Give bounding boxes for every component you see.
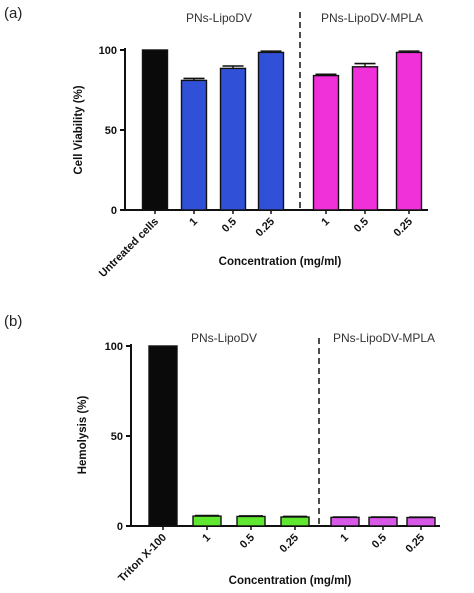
panel-b-bar [280,516,310,527]
panel-a-x-tick-label: 0.5 [352,216,371,235]
panel-a-bar [312,74,340,211]
panel-b-x-tick-label: 0.5 [370,532,389,551]
panel-a-marks: 0 50 100 Untreated cells 1 0.5 0.25 1 0.5 0.25 [97,12,428,280]
panel-b-x-tick-label: 0.5 [238,532,257,551]
panel-a-cell-viability: (a) PNs-LipoDV PNs-LipoDV-MPLA Cell Viab… [4,5,428,280]
panel-a-x-tick-label: 0.25 [253,216,277,240]
panel-b-y-tick-label: 50 [111,431,123,443]
panel-a-y-axis-title: Cell Viability (%) [73,85,85,174]
panel-b-bar [148,345,178,527]
panel-a-bar [395,51,423,211]
panel-a-x-axis-title: Concentration (mg/ml) [219,256,342,268]
panel-b-group-label-1: PNs-LipoDV [191,331,257,345]
panel-a-bar [141,49,169,211]
panel-a-bar [351,66,379,211]
panel-b-label: (b) [4,313,22,330]
panel-b-x-tick-label: 1 [338,532,351,545]
panel-a-x-tick-label: 1 [187,216,200,229]
panel-a-bar [257,51,285,211]
panel-b-x-axis-title: Concentration (mg/ml) [229,575,352,587]
panel-b-bar [368,516,398,527]
panel-b-group-label-2: PNs-LipoDV-MPLA [333,331,435,345]
panel-b-bar [192,515,222,527]
panel-b-y-axis-title: Hemolysis (%) [77,396,89,475]
panel-a-y-tick-label: 0 [111,205,117,217]
panel-b-x-tick-label: 0.25 [403,532,427,556]
panel-a-x-tick-label: 1 [319,216,332,229]
panel-b-hemolysis: (b) PNs-LipoDV PNs-LipoDV-MPLA Hemolysis… [4,313,440,587]
panel-a-bar [180,79,208,211]
panel-a-bar [219,67,247,211]
panel-b-bar [330,516,360,527]
panel-a-group-label-2: PNs-LipoDV-MPLA [321,11,423,25]
panel-a-label: (a) [4,5,22,22]
panel-b-y-tick-label: 100 [105,341,123,353]
panel-b-x-tick-label: Triton X-100 [116,532,169,585]
panel-a-x-tick-label: 0.5 [220,216,239,235]
panel-a-y-tick-label: 100 [99,45,117,57]
panel-b-marks: 0 50 100 Triton X-100 1 0.5 0.25 1 0.5 0.25 [105,338,440,585]
panel-b-x-tick-label: 1 [200,532,213,545]
panel-b-bar [236,515,266,527]
panel-b-y-tick-label: 0 [117,521,123,533]
panel-a-x-tick-label: 0.25 [391,216,415,240]
panel-a-y-tick-label: 50 [105,125,117,137]
panel-a-group-label-1: PNs-LipoDV [186,11,252,25]
panel-b-x-tick-label: 0.25 [277,532,301,556]
panel-b-bar [406,516,436,527]
panel-a-x-tick-label: Untreated cells [97,216,161,280]
